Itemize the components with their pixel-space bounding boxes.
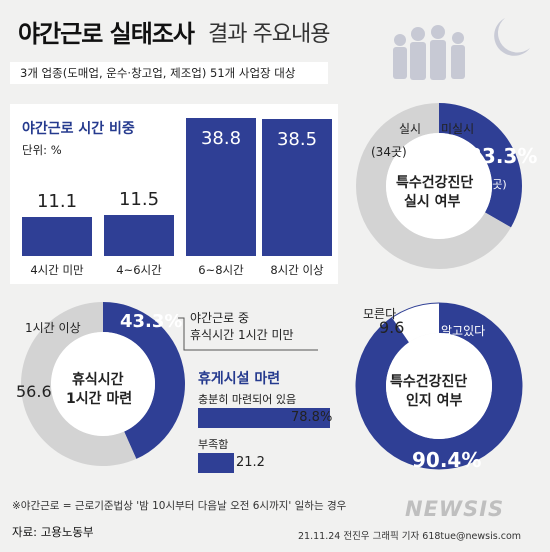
bar-value-0: 11.1 <box>36 190 78 212</box>
donut2-label-over: 1시간 이상 <box>25 321 81 335</box>
rest-value-sufficient: 78.8% <box>291 410 333 425</box>
footnote: ※야간근로 = 근로기준법상 '밤 10시부터 다음날 오전 6시까지' 일하는… <box>12 500 347 512</box>
donut3-slice-0 <box>391 303 439 343</box>
donut3-center-2: 인지 여부 <box>406 393 463 409</box>
news-logo: NEWSIS <box>405 497 505 521</box>
donut3-slice-1 <box>355 303 522 469</box>
donut3-label-unknown: 모른다 <box>363 307 397 321</box>
donut1-slice-0 <box>439 103 522 228</box>
bar-category-3: 8시간 이상 <box>270 263 324 277</box>
rest-value-lacking: 21.2 <box>236 455 265 470</box>
bar-chart-title: 야간근로 시간 비중 <box>22 121 135 137</box>
donut3-outline <box>355 302 523 470</box>
page-title: 야간근로 실태조사 <box>18 20 195 48</box>
source: 자료: 고용노동부 <box>12 525 94 539</box>
bar-value-2: 38.8 <box>200 128 242 150</box>
donut2-value-under: 43.3% <box>120 311 183 332</box>
workers-silhouette-icon <box>393 25 465 80</box>
crescent-moon-icon <box>494 18 530 56</box>
donut3-center-1: 특수건강진단 <box>390 374 468 390</box>
bar-category-0: 4시간 미만 <box>30 263 84 277</box>
donut2-center-2: 1시간 마련 <box>66 391 133 407</box>
rest-cat-lacking: 부족함 <box>198 438 229 451</box>
rest-bar-lacking <box>198 453 234 473</box>
donut1-hole <box>386 133 492 239</box>
bar-chart-unit: 단위: % <box>22 143 62 157</box>
rest-cat-sufficient: 충분히 마련되어 있음 <box>198 393 297 406</box>
donut3-hole <box>386 333 492 439</box>
donut1-center-2: 실시 여부 <box>404 194 461 210</box>
donut1-label-done: 실시 <box>399 122 422 136</box>
donut1-count-done: (34곳) <box>371 145 407 159</box>
donut1-value-notdone: 33.3% <box>468 144 538 168</box>
donut2-hole <box>51 332 155 436</box>
survey-subtitle: 3개 업종(도매업, 운수·창고업, 제조업) 51개 사업장 대상 <box>10 62 328 84</box>
rest-bar-title: 휴게시설 마련 <box>198 371 281 387</box>
donut1-label-notdone: 미실시 <box>441 122 475 136</box>
bar-category-2: 6~8시간 <box>198 263 244 277</box>
donut2-annotation-1: 야간근로 중 <box>190 311 250 325</box>
bar-value-1: 11.5 <box>118 189 160 211</box>
donut2-center-1: 휴식시간 <box>72 372 124 388</box>
page-title-sub: 결과 주요내용 <box>208 22 330 47</box>
rest-bar-sufficient <box>198 408 331 428</box>
donut2-value-over: 56.6 <box>16 382 52 401</box>
bar-value-3: 38.5 <box>276 129 318 151</box>
donut1-count-notdone: (17곳) <box>474 178 507 191</box>
bar-0 <box>22 216 92 256</box>
donut1-center-1: 특수건강진단 <box>396 175 474 191</box>
donut1-slice-1 <box>355 103 511 269</box>
donut3-value-unknown: 9.6 <box>379 318 405 337</box>
bar-2 <box>186 118 256 256</box>
bar-3 <box>262 119 332 256</box>
donut2-annotation-2: 휴식시간 1시간 미만 <box>190 328 294 342</box>
donut2-slice-1 <box>20 302 137 466</box>
bar-category-1: 4~6시간 <box>116 263 162 277</box>
bar-1 <box>104 215 174 256</box>
donut2-slice-0 <box>103 302 185 459</box>
donut2-leader-line <box>178 317 318 351</box>
donut3-label-known: 알고있다 <box>441 324 486 338</box>
credit: 21.11.24 전진우 그래픽 기자 618tue@newsis.com <box>298 531 522 542</box>
donut3-value-known: 90.4% <box>412 448 482 472</box>
